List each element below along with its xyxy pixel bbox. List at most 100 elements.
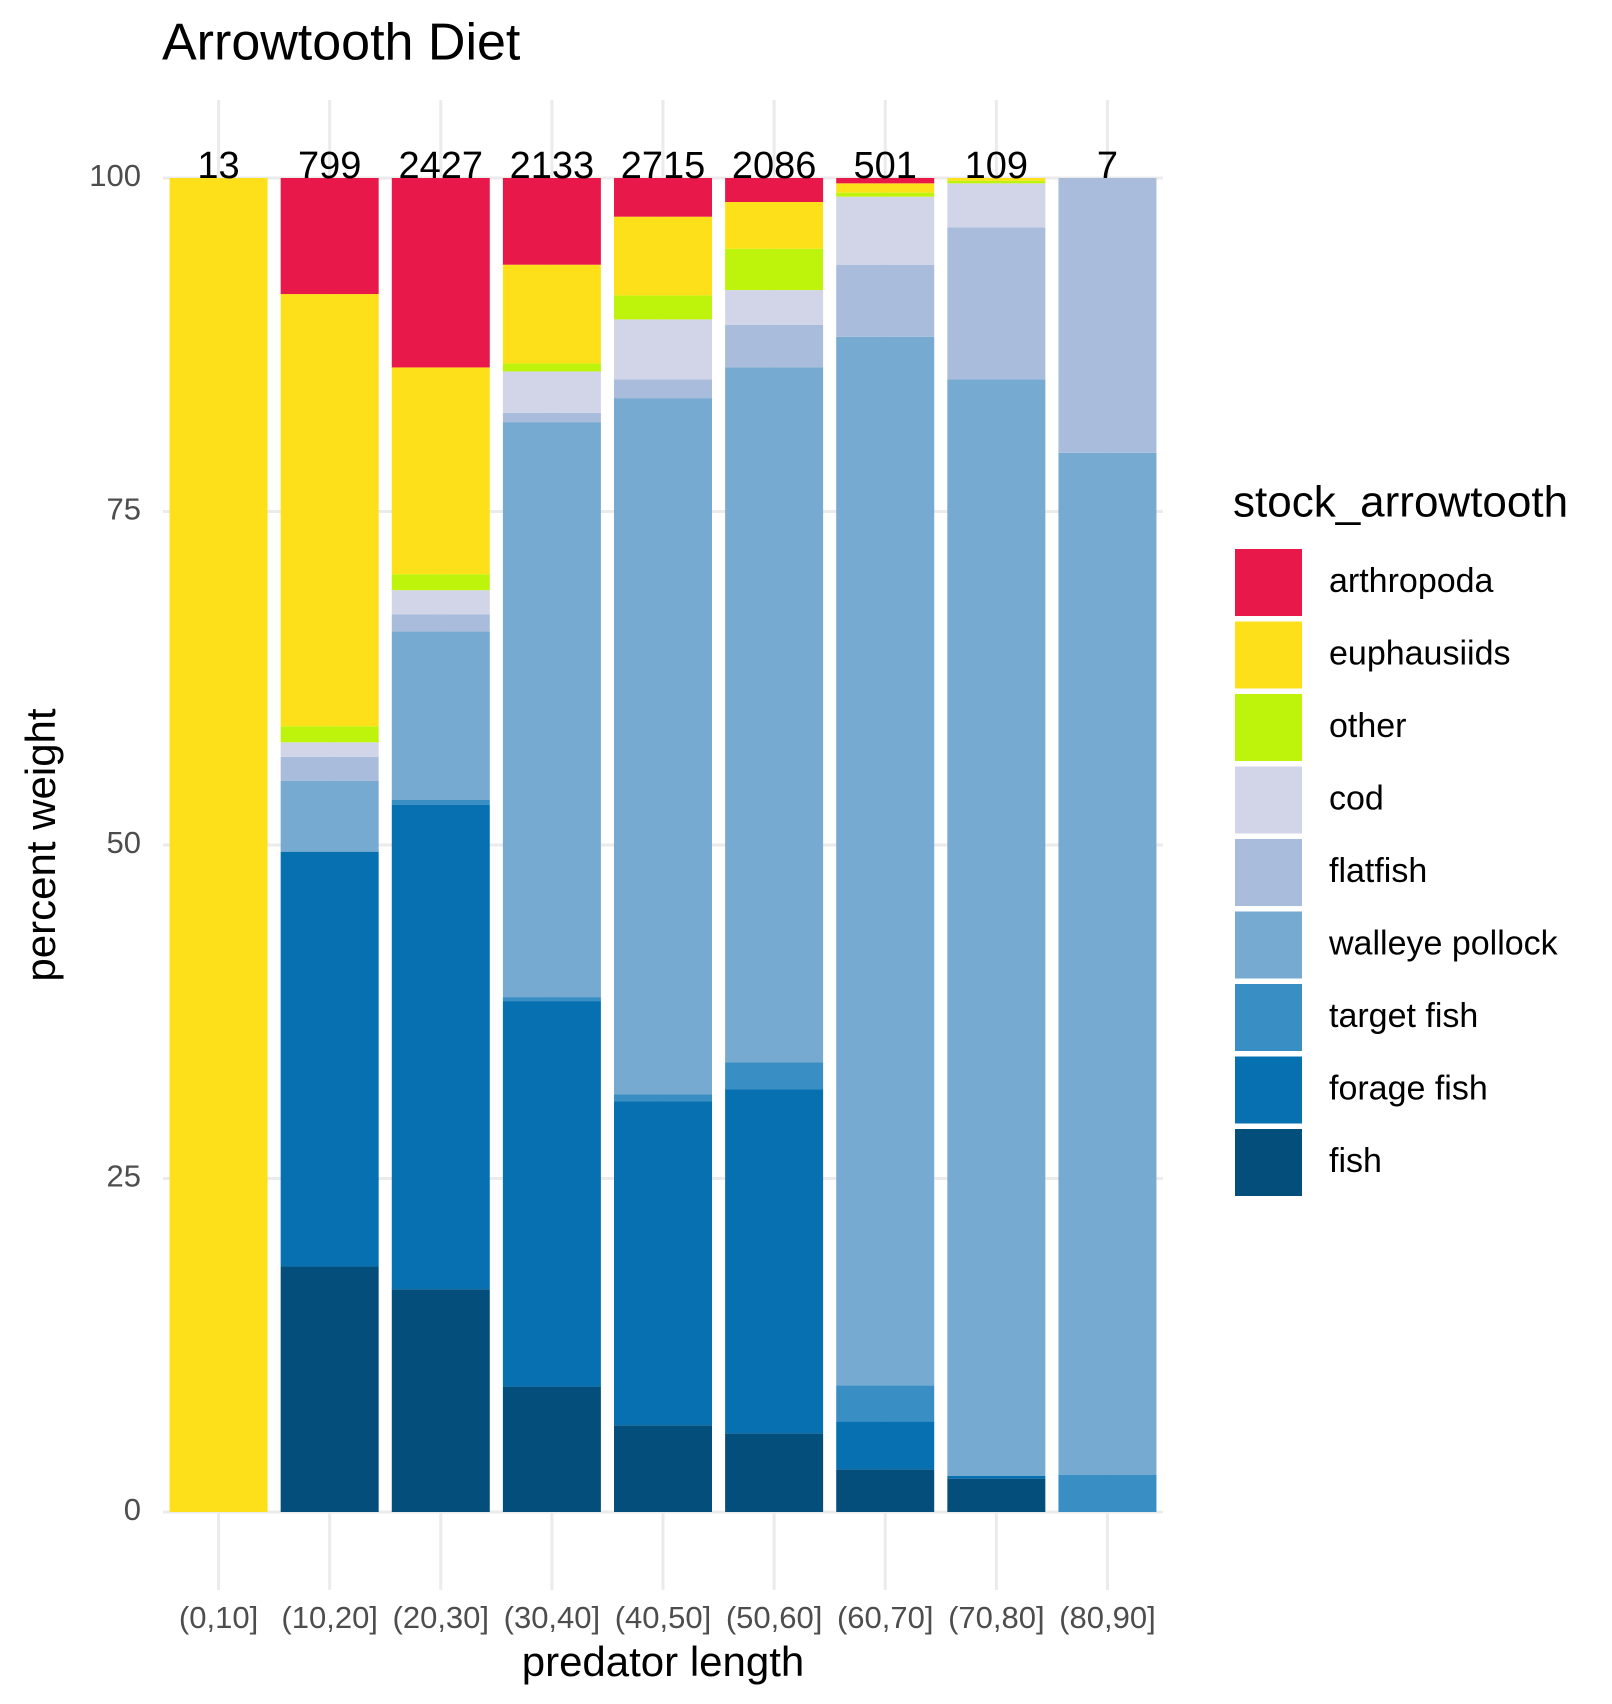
bar-segment	[725, 1089, 824, 1434]
legend-key	[1235, 1056, 1302, 1124]
bar-segment	[614, 178, 712, 217]
x-tick-label: (60,70]	[837, 1600, 934, 1635]
bar-segment	[280, 742, 379, 757]
x-tick-label: (40,50]	[615, 1600, 712, 1635]
y-tick-label: 25	[107, 1159, 141, 1194]
count-label: 7	[1097, 145, 1118, 187]
bar-segment	[947, 180, 1046, 184]
bar-segment	[947, 227, 1046, 380]
legend-key	[1235, 694, 1302, 761]
y-axis-title: percent weight	[17, 708, 64, 981]
bar-segment	[502, 264, 601, 364]
bar-segment	[614, 1094, 712, 1102]
bar-segment	[614, 216, 712, 296]
bar-segment	[502, 371, 601, 413]
y-tick-label: 0	[124, 1492, 141, 1527]
bar-segment	[391, 799, 490, 805]
bar-segment	[1058, 1474, 1157, 1512]
bar-segment	[502, 412, 601, 423]
bar-segment	[725, 178, 824, 203]
legend-label: other	[1329, 707, 1407, 745]
legend-key	[1235, 766, 1302, 834]
bar-segment	[947, 1478, 1046, 1512]
legend-label: forage fish	[1329, 1069, 1488, 1107]
bar-segment	[502, 178, 601, 265]
bar-segment	[836, 196, 935, 265]
count-label: 2133	[510, 145, 595, 187]
count-label: 799	[298, 145, 361, 187]
bar-segment	[725, 290, 824, 325]
bar-segment	[725, 324, 824, 368]
legend-label: flatfish	[1329, 852, 1427, 890]
legend-title: stock_arrowtooth	[1233, 478, 1568, 527]
bar-segment	[391, 1289, 490, 1512]
bar-segment	[280, 178, 379, 295]
bar-segment	[947, 183, 1046, 228]
bar-segment	[614, 319, 712, 380]
count-label: 109	[965, 145, 1028, 187]
legend-key	[1235, 984, 1302, 1051]
bar-segment	[947, 379, 1046, 1476]
bar-segment	[614, 1425, 712, 1512]
bar-segment	[725, 248, 824, 291]
bar-segment	[614, 1101, 712, 1426]
bar-segment	[502, 1001, 601, 1387]
y-tick-label: 100	[89, 158, 141, 193]
bar-segment	[280, 294, 379, 727]
bar-segment	[725, 202, 824, 249]
bar-segment	[502, 363, 601, 372]
x-tick-label: (50,60]	[726, 1600, 823, 1635]
legend-label: euphausiids	[1329, 634, 1510, 672]
bar-segment	[280, 756, 379, 781]
bar-segment	[391, 590, 490, 615]
bar-segment	[947, 178, 1046, 181]
bar-segment	[836, 1421, 935, 1470]
legend-label: fish	[1329, 1142, 1382, 1180]
bar-segment	[836, 192, 935, 197]
bar-segment	[280, 1266, 379, 1512]
count-label: 2427	[399, 145, 484, 187]
bar-segment	[391, 631, 490, 800]
x-tick-label: (30,40]	[504, 1600, 601, 1635]
legend-key	[1235, 1129, 1302, 1196]
bar-segment	[725, 1433, 824, 1512]
bar-segment	[1058, 452, 1157, 1475]
bar-segment	[836, 1469, 935, 1512]
count-label: 2715	[621, 145, 706, 187]
legend-key	[1235, 839, 1302, 906]
bar-segment	[614, 379, 712, 399]
x-tick-label: (0,10]	[179, 1600, 258, 1635]
bar-segment	[391, 367, 490, 575]
bar-segment	[280, 780, 379, 852]
x-axis-title: predator length	[522, 1638, 805, 1685]
bar-segment	[391, 574, 490, 591]
x-tick-label: (80,90]	[1059, 1600, 1156, 1635]
bar-segment	[836, 1385, 935, 1422]
bar-segment	[725, 367, 824, 1063]
count-label: 13	[197, 145, 239, 187]
bar-segment	[614, 398, 712, 1095]
bar-segment	[169, 178, 268, 1512]
bar-segment	[1058, 178, 1157, 453]
bar-segment	[502, 997, 601, 1002]
bar-segment	[280, 726, 379, 743]
count-label: 2086	[732, 145, 817, 187]
legend-key	[1235, 549, 1302, 616]
legend-label: walleye pollock	[1328, 924, 1559, 962]
legend-label: cod	[1329, 779, 1384, 817]
chart-title: Arrowtooth Diet	[162, 14, 521, 72]
x-tick-label: (20,30]	[393, 1600, 490, 1635]
bar-segment	[836, 178, 935, 184]
bar-segment	[280, 851, 379, 1267]
bar-segment	[391, 178, 490, 368]
bar-segment	[836, 264, 935, 337]
count-label: 501	[854, 145, 917, 187]
bar-segment	[502, 1386, 601, 1512]
bar-segment	[947, 1475, 1046, 1479]
y-tick-label: 50	[107, 825, 141, 860]
bar-segment	[725, 1062, 824, 1090]
bar-segment	[391, 614, 490, 632]
x-tick-label: (10,20]	[281, 1600, 378, 1635]
legend-key	[1235, 911, 1302, 979]
y-tick-label: 75	[107, 492, 141, 527]
